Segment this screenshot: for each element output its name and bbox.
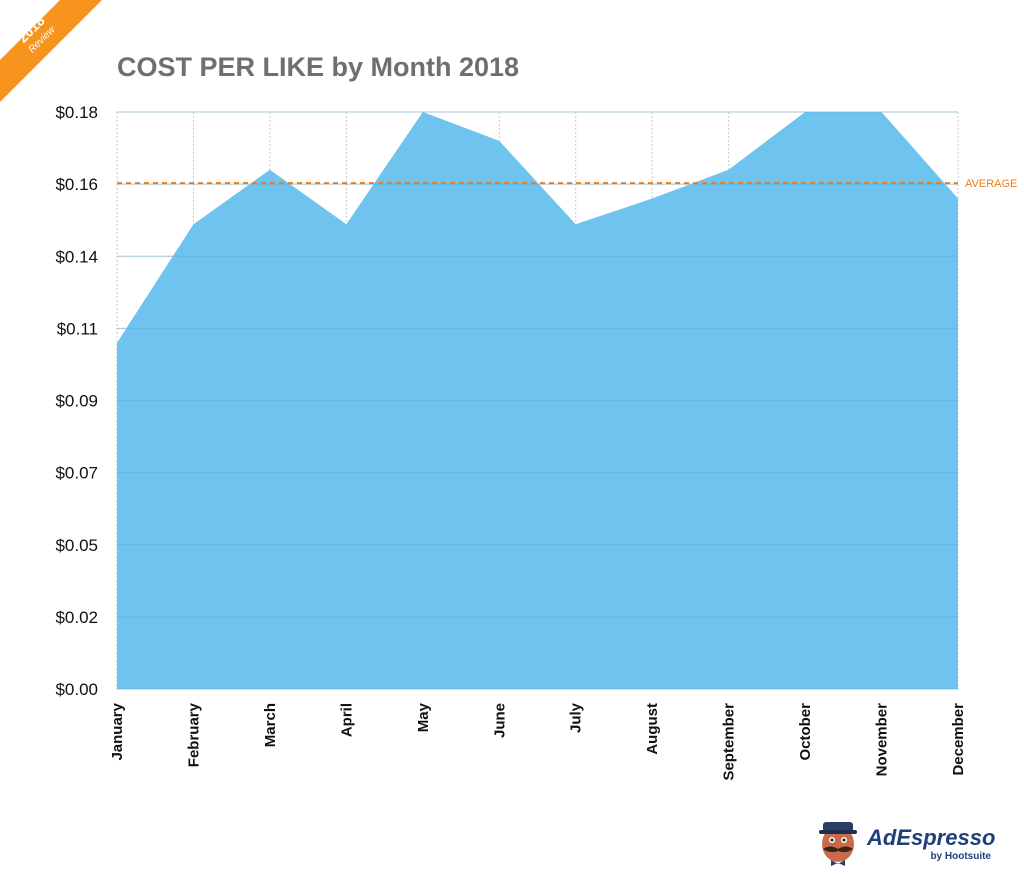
x-tick-label: November [874, 703, 891, 777]
y-tick-label: $0.07 [55, 464, 98, 483]
x-tick-label: April [338, 703, 355, 737]
series-area [117, 112, 958, 689]
y-tick-label: $0.18 [55, 103, 98, 122]
adespresso-logo: AdEspresso by Hootsuite [819, 822, 995, 866]
x-tick-label: February [185, 702, 202, 767]
mascot-icon [819, 822, 857, 866]
chart-title: COST PER LIKE by Month 2018 [117, 52, 520, 82]
y-axis-labels: $0.00 $0.02 $0.05 $0.07 $0.09 $0.11 $0.14 $0.16… [55, 103, 98, 699]
y-tick-label: $0.14 [55, 247, 98, 266]
y-tick-label: $0.09 [55, 392, 98, 411]
year-review-badge: 2018 Review [0, 0, 102, 102]
x-tick-label: June [491, 703, 508, 738]
badge-ribbon [0, 0, 102, 102]
x-tick-label: May [415, 702, 432, 732]
logo-name: AdEspresso [866, 825, 995, 850]
y-tick-label: $0.11 [57, 319, 98, 338]
y-tick-label: $0.00 [55, 680, 98, 699]
x-tick-label: July [568, 702, 585, 733]
grid-overlay [117, 111, 958, 690]
y-tick-label: $0.05 [55, 536, 98, 555]
logo-sub: by Hootsuite [930, 851, 991, 862]
y-tick-label: $0.16 [55, 175, 98, 194]
x-tick-label: December [950, 703, 967, 776]
x-tick-label: September [721, 703, 738, 781]
x-tick-label: October [797, 703, 814, 761]
x-tick-label: January [109, 702, 126, 760]
x-axis-labels: January February March April May June July Augu… [109, 702, 967, 780]
average-label: AVERAGE [965, 178, 1017, 190]
x-tick-label: August [644, 703, 661, 755]
y-tick-label: $0.02 [55, 608, 98, 627]
x-tick-label: March [262, 703, 279, 747]
